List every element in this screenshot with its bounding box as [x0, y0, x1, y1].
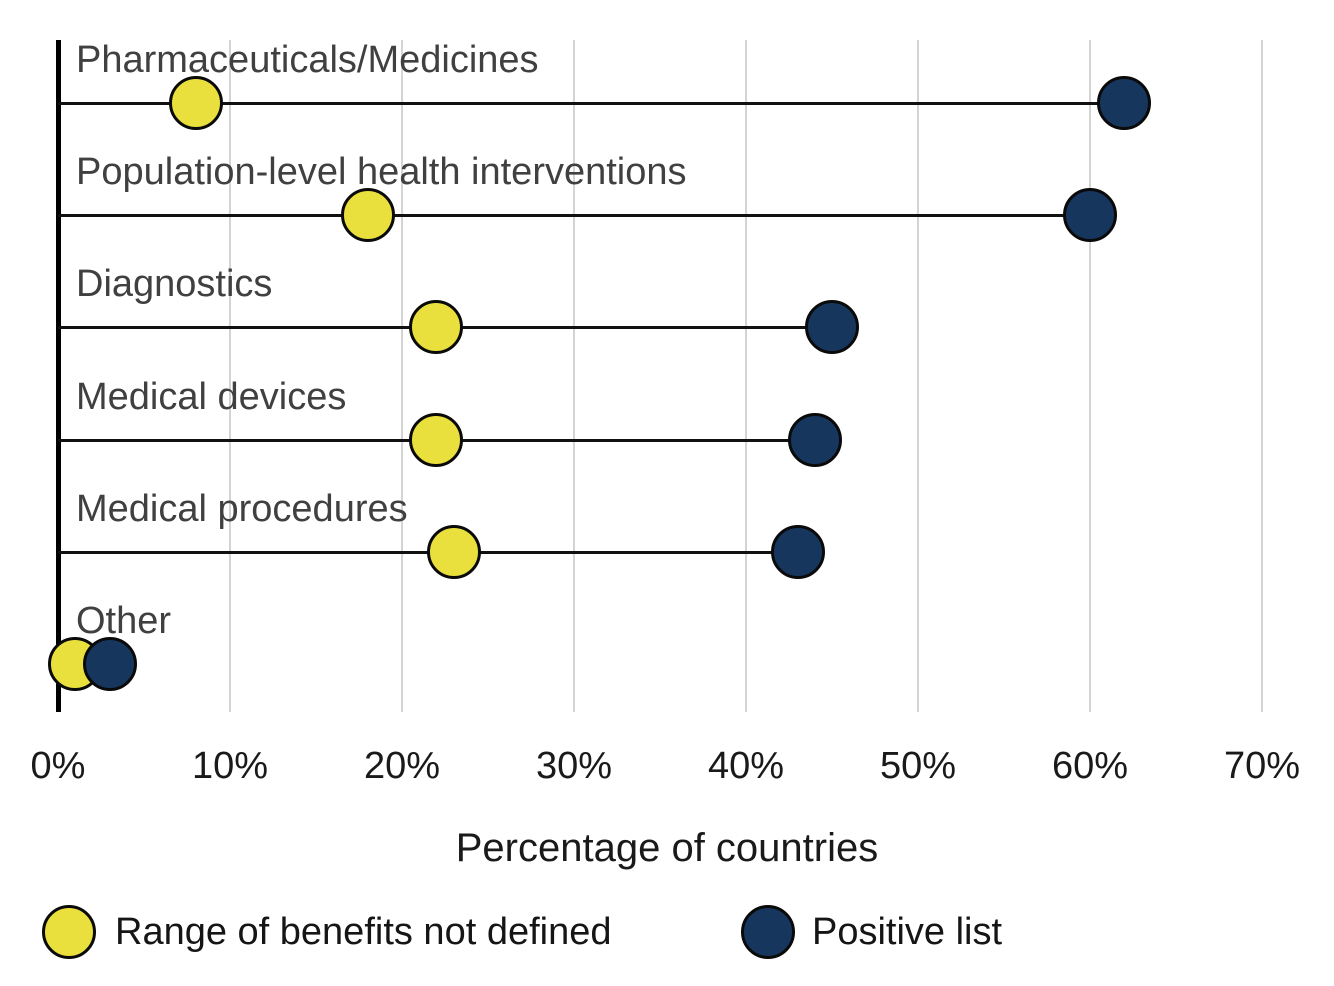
category-label: Medical procedures [76, 488, 408, 530]
dot-positive-list [1063, 188, 1117, 242]
gridline [1089, 40, 1091, 712]
x-tick-label: 10% [191, 745, 269, 787]
category-label: Pharmaceuticals/Medicines [76, 39, 539, 81]
dot-range-not-defined [426, 525, 481, 579]
x-tick-label: 60% [1051, 745, 1129, 787]
legend-marker-range-not-defined-icon [42, 905, 96, 959]
gridline [401, 40, 403, 712]
gridline [229, 40, 231, 712]
dot-positive-list [82, 637, 137, 691]
legend-marker-positive-list-icon [741, 905, 795, 959]
dot-range-not-defined [340, 188, 395, 242]
x-tick-label: 30% [535, 745, 613, 787]
category-label: Medical devices [76, 376, 347, 418]
dot-positive-list [787, 413, 842, 467]
category-label: Diagnostics [76, 263, 273, 305]
dot-range-not-defined [409, 413, 464, 467]
x-tick-label: 50% [879, 745, 957, 787]
gridline [745, 40, 747, 712]
dot-range-not-defined [409, 300, 464, 354]
dot-range-not-defined [168, 76, 223, 130]
gridline [1261, 40, 1263, 712]
y-axis-line [55, 40, 61, 712]
gridline [917, 40, 919, 712]
legend-label-range-not-defined: Range of benefits not defined [115, 911, 612, 953]
row-connector-line [58, 213, 1090, 217]
row-connector-line [58, 101, 1125, 105]
x-tick-label: 20% [363, 745, 441, 787]
dot-positive-list [1097, 76, 1152, 130]
x-tick-label: 40% [707, 745, 785, 787]
dot-positive-list [805, 300, 859, 354]
x-axis-title: Percentage of countries [455, 826, 879, 870]
dot-positive-list [770, 525, 825, 579]
x-tick-label: 0% [30, 745, 86, 787]
x-tick-label: 70% [1223, 745, 1301, 787]
category-label: Other [76, 600, 172, 642]
category-label: Population-level health interventions [76, 151, 687, 193]
legend-label-positive-list: Positive list [812, 911, 1003, 953]
gridline [573, 40, 575, 712]
